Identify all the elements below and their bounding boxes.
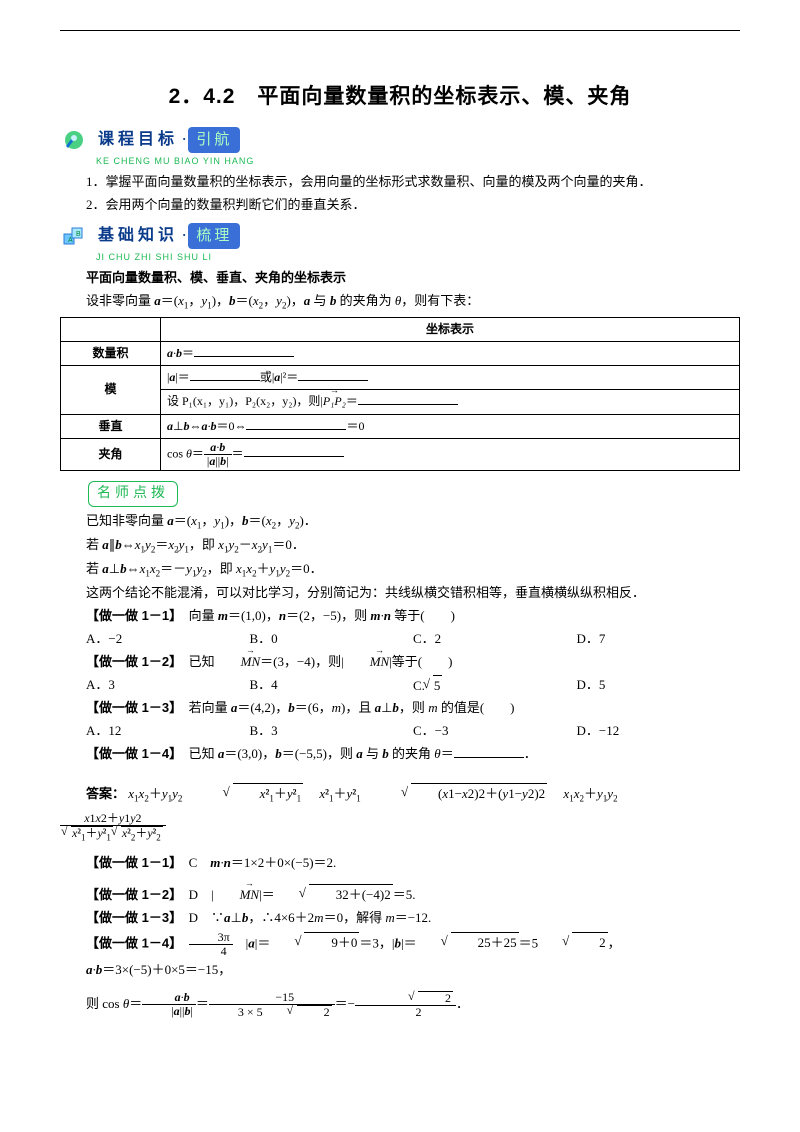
row-angle-label: 夹角 (61, 438, 161, 470)
objective-1: 1．掌握平面向量数量积的坐标表示，会用向量的坐标形式求数量积、向量的模及两个向量… (60, 172, 740, 193)
satellite-icon (60, 126, 88, 154)
tip-1: 已知非零向量 a＝(x1，y1)，b＝(x2，y2)． (60, 511, 740, 533)
ex2: 【做一做 1－2】 已知MN＝(3，−4)，则|MN|等于( ) (60, 652, 740, 673)
page-title: 2．4.2 平面向量数量积的坐标表示、模、夹角 (60, 80, 740, 114)
tip-2: 若 a∥b⇔x1y2＝x2y1，即 x1y2－x2y1＝0． (60, 535, 740, 557)
banner2-main: 基础知识 (94, 222, 182, 250)
page-top-rule (60, 30, 740, 31)
ex1-options: A．−2 B．0 C．2 D．7 (86, 629, 740, 650)
sol1: 【做一做 1－1】 C m·n＝1×2＋0×(−5)＝2. (60, 853, 740, 874)
banner-basics: A B 基础知识 · 梳理 (60, 222, 740, 250)
setup-a: a (154, 293, 161, 308)
ex4: 【做一做 1－4】 已知 a＝(3,0)，b＝(−5,5)，则 a 与 b 的夹… (60, 744, 740, 765)
sol2: 【做一做 1－2】 D |MN|＝32＋(−4)2＝5. (60, 884, 740, 906)
row-angle-cell: cos θ＝a·b|a||b|＝ (161, 438, 740, 470)
svg-text:B: B (76, 231, 81, 238)
ex3-B: B．3 (250, 721, 414, 742)
mod2-pre: 设 P₁(x₁，y₁)，P₂(x₂，y₂)，则| (167, 394, 323, 408)
row-perp-label: 垂直 (61, 414, 161, 438)
ex1-D: D．7 (577, 629, 741, 650)
ex1: 【做一做 1－1】 向量 m＝(1,0)，n＝(2，−5)，则 m·n 等于( … (60, 606, 740, 627)
ex3-C: C．−3 (413, 721, 577, 742)
answers-line1: 答案： x1x2＋y1y2 x²1＋y²1 x²1＋y²1 (x1−x2)2＋(… (60, 783, 740, 806)
ex3: 【做一做 1－3】 若向量 a＝(4,2)，b＝(6，m)，且 a⊥b，则 m … (60, 698, 740, 719)
row-mod-cell1: |a|＝或|a|²＝ (161, 366, 740, 390)
row-mod-label: 模 (61, 366, 161, 414)
row-dot-label: 数量积 (61, 341, 161, 365)
ex3-options: A．12 B．3 C．−3 D．−12 (86, 721, 740, 742)
th-coord: 坐标表示 (161, 317, 740, 341)
ex2-B: B．4 (250, 675, 414, 697)
setup-pre: 设非零向量 (86, 293, 154, 308)
tip-3: 若 a⊥b⇔x1x2＝－y1y2，即 x1x2＋y1y2＝0． (60, 559, 740, 581)
row-dot-cell: a·b＝ (161, 341, 740, 365)
section-heading: 平面向量数量积、模、垂直、夹角的坐标表示 (60, 268, 740, 289)
banner-objectives: 课程目标 · 引航 (60, 126, 740, 154)
sol4-line3: 则 cos θ＝a·b|a||b|＝−153 × 52＝−22． (60, 991, 740, 1019)
banner1-pinyin: KE CHENG MU BIAO YIN HANG (96, 154, 740, 168)
ex2-C: C.5 (413, 675, 577, 697)
banner2-pinyin: JI CHU ZHI SHI SHU LI (96, 250, 740, 264)
answers-line2: x1x2＋y1y2 x²1＋y²1x²2＋y²2 (60, 812, 740, 843)
cubes-icon: A B (60, 222, 88, 250)
vec-p1p2: P₁P₂ (323, 392, 346, 411)
objective-2: 2．会用两个向量的数量积判断它们的垂直关系． (60, 195, 740, 216)
ex1-C: C．2 (413, 629, 577, 650)
sol3: 【做一做 1－3】 D ∵a⊥b，∴4×6＋2m＝0，解得 m＝−12. (60, 908, 740, 929)
ex3-A: A．12 (86, 721, 250, 742)
tip-box: 名师点拨 (88, 481, 178, 507)
ex2-options: A．3 B．4 C.5 D．5 (86, 675, 740, 697)
ex2-A: A．3 (86, 675, 250, 697)
banner1-main: 课程目标 (94, 126, 182, 154)
ex2-D: D．5 (577, 675, 741, 697)
ex3-D: D．−12 (577, 721, 741, 742)
th-blank (61, 317, 161, 341)
coords-table: 坐标表示 数量积 a·b＝ 模 |a|＝或|a|²＝ 设 P₁(x₁，y₁)，P… (60, 317, 740, 471)
tip-4: 这两个结论不能混淆，可以对比学习，分别简记为：共线纵横交错积相等，垂直横横纵纵积… (60, 583, 740, 604)
banner1-pill: 引航 (188, 127, 240, 153)
row-perp-cell: a⊥b⇔a·b＝0⇔＝0 (161, 414, 740, 438)
vec-mn-1: MN (215, 652, 261, 673)
banner2-pill: 梳理 (188, 223, 240, 249)
svg-text:A: A (68, 237, 73, 244)
sol4-line2: a·b＝3×(−5)＋0×5＝−15， (60, 960, 740, 981)
row-mod-cell2: 设 P₁(x₁，y₁)，P₂(x₂，y₂)，则|P₁P₂＝ (161, 390, 740, 414)
vec-mn-2: MN (344, 652, 390, 673)
sol4-line1: 【做一做 1－4】 3π4 |a|＝9＋0＝3，|b|＝25＋25＝52， (60, 931, 740, 958)
setup-line: 设非零向量 a＝(x1，y1)，b＝(x2，y2)，a 与 b 的夹角为 θ，则… (60, 291, 740, 313)
vec-mn-3: MN (214, 885, 260, 906)
